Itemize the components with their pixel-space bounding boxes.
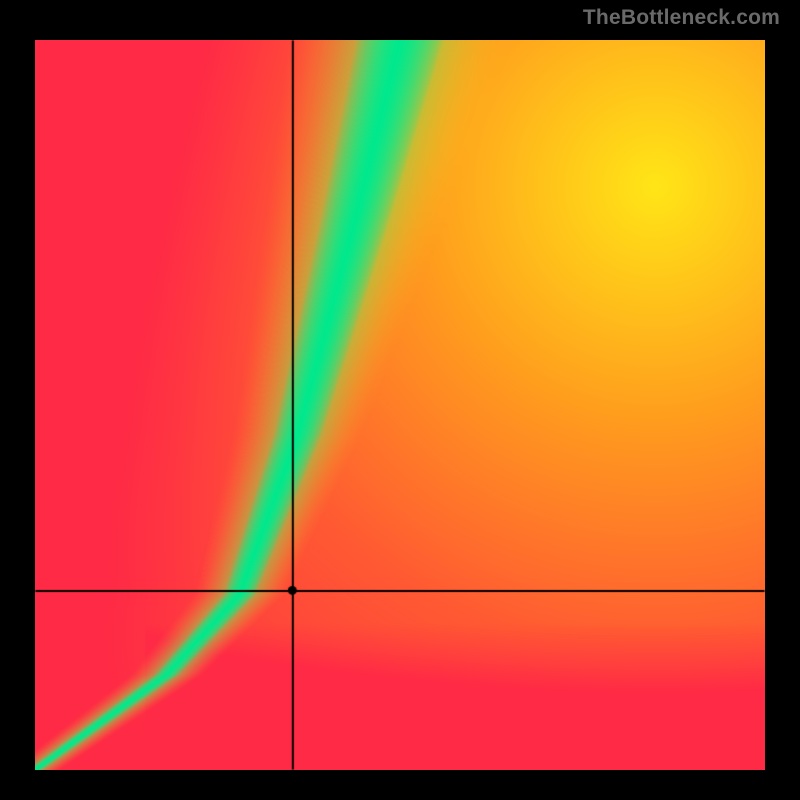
watermark-text: TheBottleneck.com <box>583 6 780 30</box>
bottleneck-heatmap <box>35 40 765 770</box>
